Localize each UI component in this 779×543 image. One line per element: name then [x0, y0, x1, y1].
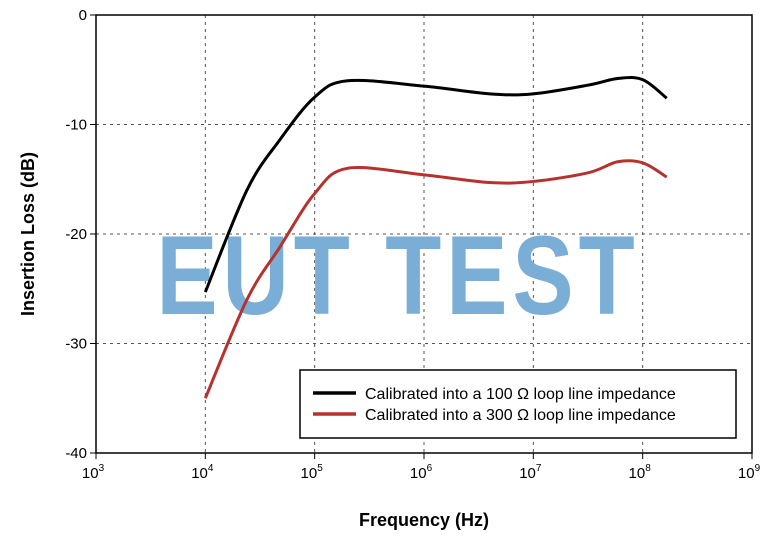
y-axis-label: Insertion Loss (dB): [18, 152, 38, 316]
y-tick-label: -40: [65, 445, 87, 462]
x-axis-label: Frequency (Hz): [359, 510, 489, 530]
legend: Calibrated into a 100 Ω loop line impeda…: [299, 369, 737, 439]
series-group: [203, 75, 668, 399]
x-tick-label: 108: [629, 463, 652, 482]
ticks: 103 104 105 106 107 108 109 0 -10 -20 -30 -40: [65, 7, 760, 482]
y-tick-label: 0: [79, 7, 87, 24]
watermark: EUT TEST: [156, 212, 639, 338]
x-tick-label: 105: [301, 463, 324, 482]
y-tick-label: -10: [65, 117, 87, 134]
y-tick-label: -20: [65, 226, 87, 243]
legend-label-100-ohm: Calibrated into a 100 Ω loop line impeda…: [365, 386, 676, 403]
legend-label-300-ohm: Calibrated into a 300 Ω loop line impeda…: [365, 407, 676, 424]
series-line-100-ohm: [203, 75, 668, 293]
x-tick-label: 103: [82, 463, 105, 482]
y-tick-label: -30: [65, 336, 87, 353]
x-tick-label: 109: [738, 463, 761, 482]
x-tick-label: 104: [191, 463, 214, 482]
x-tick-label: 106: [410, 463, 433, 482]
series-line-300-ohm: [203, 159, 668, 399]
x-tick-label: 107: [519, 463, 542, 482]
legend-box: [299, 369, 737, 439]
